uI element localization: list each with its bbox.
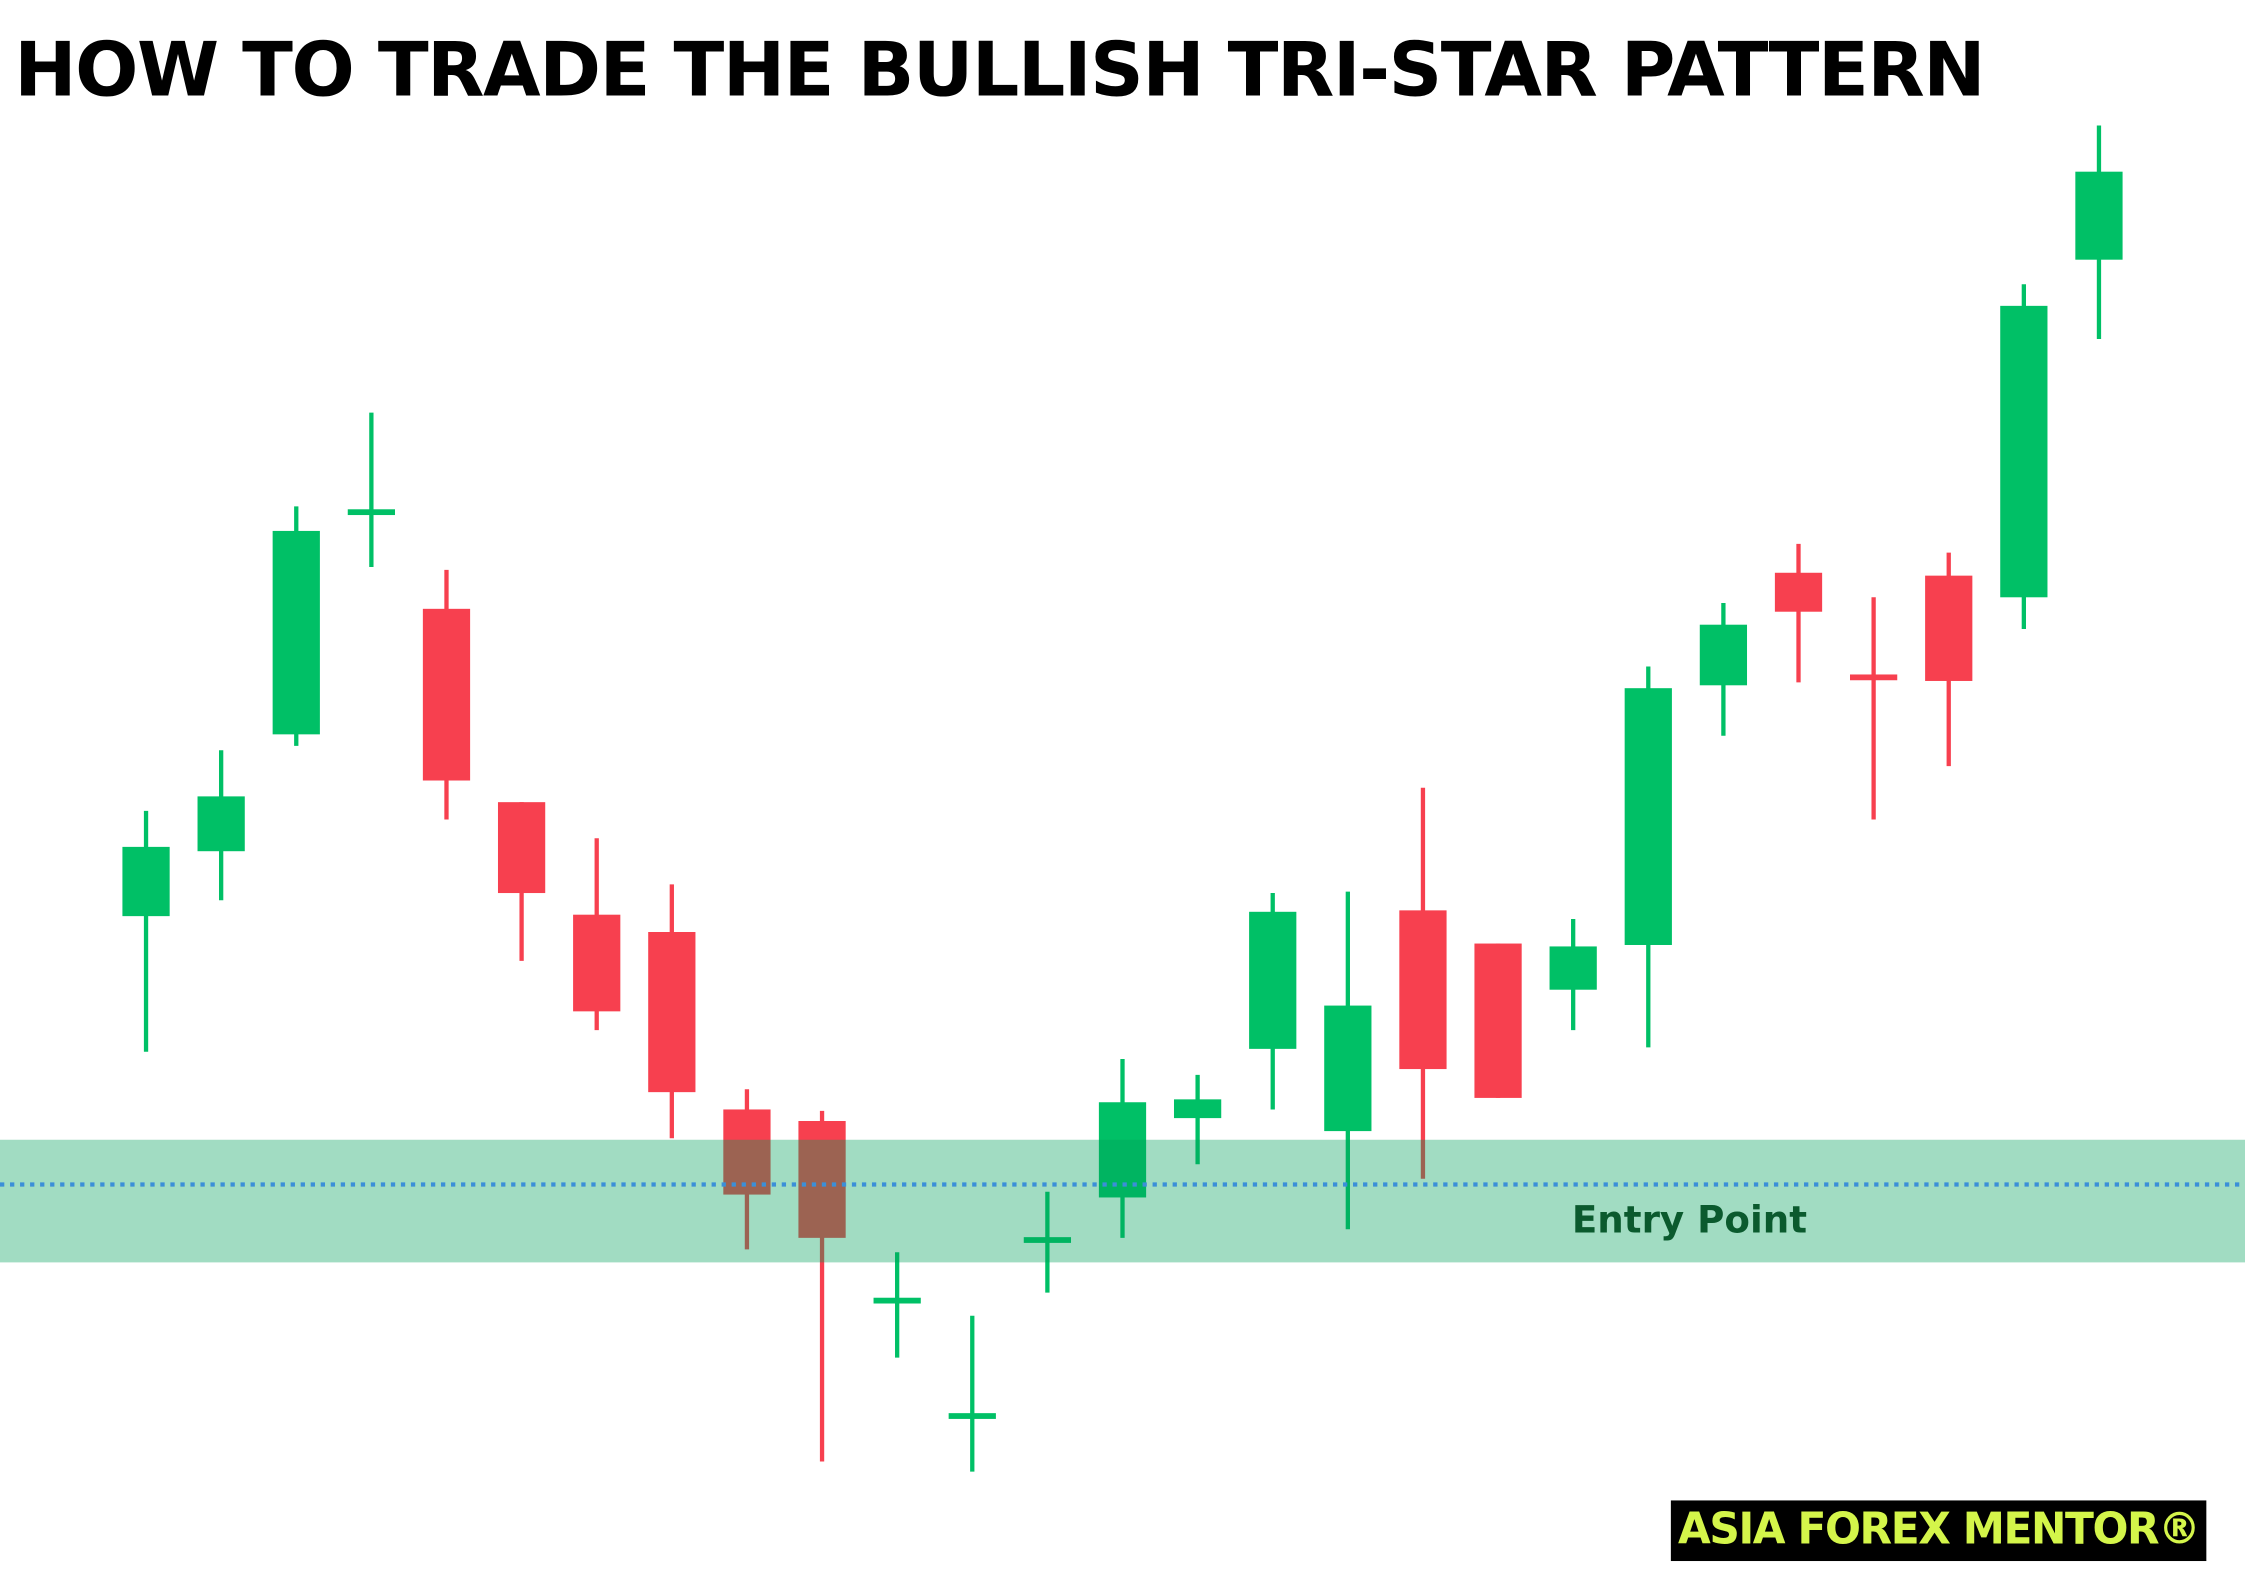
entry-label: Entry Point [1572,1197,1807,1241]
candle-body [272,530,320,735]
candle-body [723,1109,771,1195]
candle-body [122,846,170,917]
entry-zone-group: Entry Point [0,1139,2245,1263]
candle-body [422,608,471,781]
candle-body [1774,572,1823,612]
candle-body [1173,1099,1222,1119]
candle-body [2075,171,2123,260]
candle-body [1324,1005,1372,1132]
chart-title: HOW TO TRADE THE BULLISH TRI-STAR PATTER… [14,26,1984,113]
brand-box [1670,1500,2207,1562]
candle-body [573,914,621,1012]
candle-body [873,1297,921,1304]
candle-body [798,1120,846,1238]
candle-body [1249,911,1297,1049]
candle-body [1023,1237,1072,1243]
candle-body [197,796,245,852]
candles [122,125,2123,1472]
candle-body [1624,688,1672,945]
brand-logo: ASIA FOREX MENTOR® [1678,1505,2199,1555]
candle-body [1699,624,1748,686]
candle-body [1925,575,1973,681]
candle-body [648,932,696,1093]
candle-body [347,509,396,516]
candle-body [948,1413,996,1419]
candle-body [497,802,546,894]
candle-body [1474,943,1522,1098]
candle-body [1098,1102,1147,1198]
candle-body [2000,305,2048,598]
candle-body [1399,910,1447,1070]
candle-body [1549,946,1597,990]
candle-body [1849,674,1898,681]
entry-zone [0,1139,2245,1263]
